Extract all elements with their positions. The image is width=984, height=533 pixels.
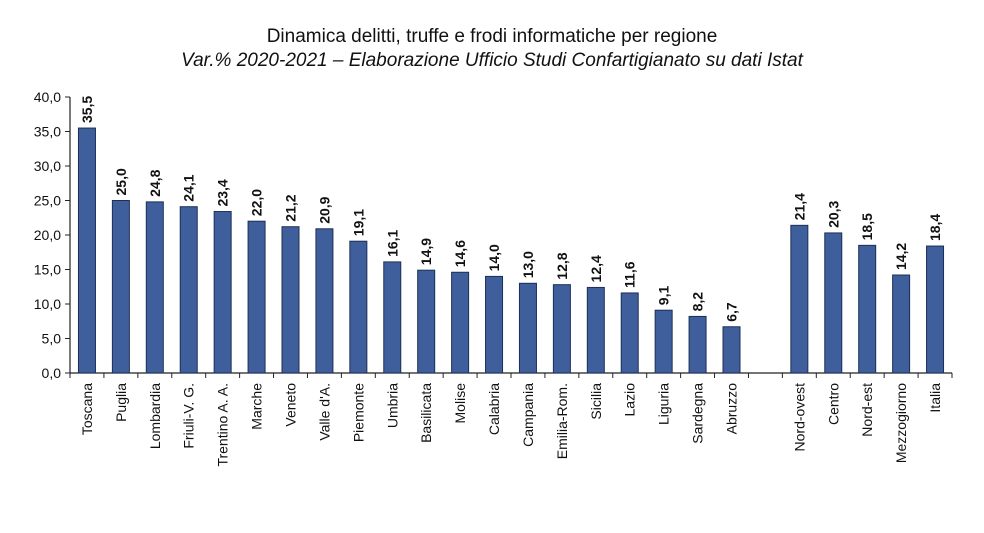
bar <box>247 220 266 374</box>
category-label: Emilia-Rom. <box>554 383 570 459</box>
data-label: 21,4 <box>791 193 807 220</box>
bar <box>518 282 537 374</box>
y-tick-label: 40,0 <box>34 89 61 105</box>
bar <box>654 309 673 374</box>
bar <box>858 244 877 374</box>
bar <box>349 240 368 374</box>
data-label: 8,2 <box>690 292 706 312</box>
bar <box>145 201 164 374</box>
data-label: 12,8 <box>554 252 570 279</box>
category-label: Veneto <box>283 383 299 427</box>
category-label: Sicilia <box>588 383 604 420</box>
category-label: Piemonte <box>350 383 366 442</box>
y-tick-label: 20,0 <box>34 227 61 243</box>
category-label: Umbria <box>384 383 400 428</box>
category-label: Calabria <box>486 383 502 435</box>
data-label: 21,2 <box>283 194 299 221</box>
data-label: 18,4 <box>927 214 943 241</box>
data-label: 13,0 <box>520 251 536 278</box>
data-label: 14,6 <box>452 240 468 267</box>
data-label: 35,5 <box>79 96 95 123</box>
bar <box>552 284 571 374</box>
data-label: 24,1 <box>181 174 197 201</box>
category-label: Friuli-V. G. <box>181 383 197 449</box>
data-label: 11,6 <box>622 261 638 288</box>
y-tick-label: 15,0 <box>34 262 61 278</box>
category-label: Molise <box>452 383 468 424</box>
category-label: Centro <box>825 383 841 425</box>
data-label: 19,1 <box>350 209 366 236</box>
data-label: 9,1 <box>656 286 672 306</box>
data-label: 22,0 <box>249 189 265 216</box>
data-label: 14,0 <box>486 244 502 271</box>
category-label: Abruzzo <box>724 383 740 435</box>
category-label: Nord-ovest <box>791 383 807 452</box>
category-label: Toscana <box>79 383 95 435</box>
category-label: Lazio <box>622 383 638 417</box>
data-label: 12,4 <box>588 255 604 282</box>
bar <box>722 326 741 374</box>
bar <box>315 228 334 374</box>
y-tick-label: 25,0 <box>34 193 61 209</box>
bar <box>824 232 843 374</box>
data-label: 25,0 <box>113 168 129 195</box>
y-axis: 0,0 5,0 10,0 15,0 20,0 25,0 30,0 35,0 40,0 <box>34 89 71 381</box>
category-label: Mezzogiorno <box>893 383 909 463</box>
data-label: 20,9 <box>316 196 332 223</box>
category-label: Trentino A. A. <box>215 383 231 467</box>
data-labels: 35,5 25,0 24,8 24,1 23,4 22,0 21,2 20,9 19,1 16,1… <box>79 96 943 322</box>
bar <box>451 271 470 374</box>
y-tick-label: 10,0 <box>34 296 61 312</box>
bar <box>926 245 945 374</box>
bar <box>77 127 96 374</box>
y-tick-label: 0,0 <box>42 365 62 381</box>
category-label: Valle d'A. <box>316 383 332 441</box>
data-label: 24,8 <box>147 169 163 196</box>
chart-subtitle: Var.% 2020-2021 – Elaborazione Ufficio S… <box>181 50 803 71</box>
category-labels: Toscana Puglia Lombardia Friuli-V. G. Trenti… <box>79 383 943 467</box>
x-axis <box>69 372 953 378</box>
y-tick-label: 35,0 <box>34 124 61 140</box>
bar <box>620 292 639 374</box>
category-label: Liguria <box>656 383 672 425</box>
category-label: Puglia <box>113 383 129 422</box>
data-label: 14,9 <box>418 238 434 265</box>
data-label: 23,4 <box>215 179 231 206</box>
category-label: Marche <box>249 383 265 430</box>
bar <box>111 200 130 374</box>
y-tick-label: 30,0 <box>34 158 61 174</box>
bar <box>213 211 232 374</box>
bar <box>586 286 605 374</box>
bar <box>485 275 504 374</box>
bars <box>77 127 945 374</box>
category-label: Italia <box>927 383 943 413</box>
data-label: 14,2 <box>893 243 909 270</box>
category-label: Nord-est <box>859 383 875 437</box>
chart-title: Dinamica delitti, truffe e frodi informa… <box>266 26 718 47</box>
category-label: Sardegna <box>690 383 706 444</box>
y-tick-label: 5,0 <box>42 331 62 347</box>
category-label: Campania <box>520 383 536 447</box>
category-label: Basilicata <box>418 383 434 443</box>
bar <box>179 206 198 374</box>
bar <box>417 269 436 374</box>
data-label: 6,7 <box>724 302 740 322</box>
bar <box>790 224 809 374</box>
data-label: 20,3 <box>825 200 841 227</box>
bar <box>281 226 300 374</box>
data-label: 16,1 <box>384 229 400 256</box>
bar <box>688 315 707 374</box>
bar <box>383 261 402 374</box>
bar <box>892 274 911 374</box>
category-label: Lombardia <box>147 383 163 449</box>
data-label: 18,5 <box>859 213 875 240</box>
